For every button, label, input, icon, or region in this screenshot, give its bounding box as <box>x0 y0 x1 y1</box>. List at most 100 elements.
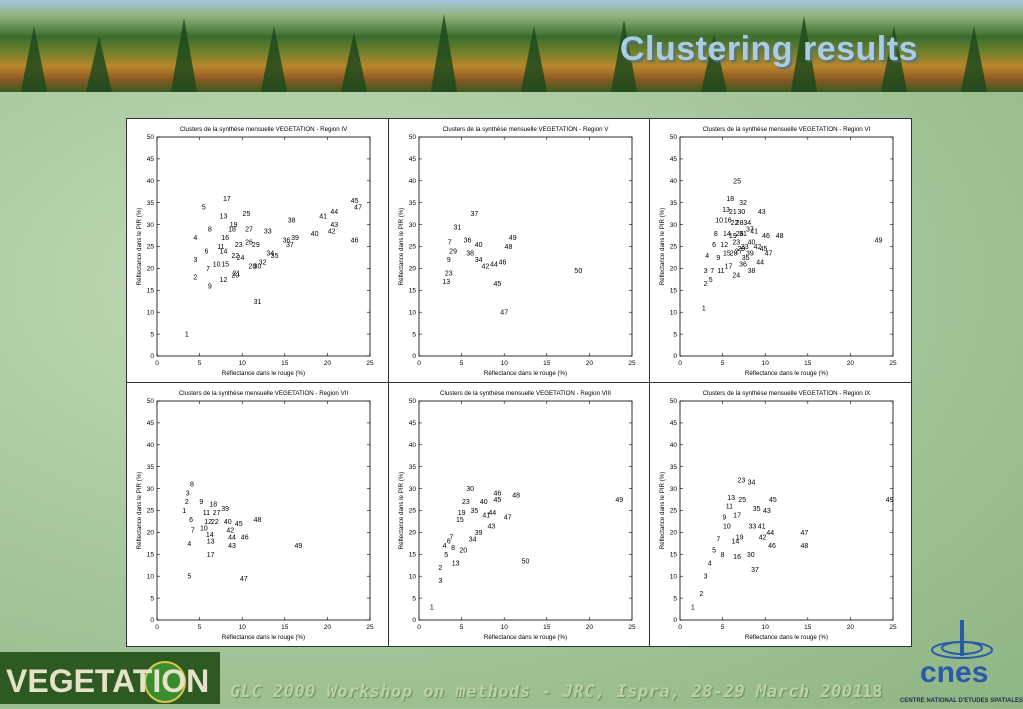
chart-title: Clusters de la synthèse mensuelle VEGETA… <box>443 126 610 133</box>
cluster-point-label: 5 <box>202 205 206 212</box>
cluster-point-label: 44 <box>766 530 774 537</box>
cluster-point-label: 26 <box>736 231 744 238</box>
cluster-point-label: 31 <box>453 224 461 231</box>
cluster-point-label: 23 <box>737 477 745 484</box>
x-axis-label: Réflectance dans le rouge (%) <box>222 634 305 641</box>
cluster-point-label: 33 <box>741 244 749 251</box>
scatter-plot: Clusters de la synthèse mensuelle VEGETA… <box>136 390 374 641</box>
cluster-point-label: 1 <box>691 604 695 611</box>
cluster-point-label: 34 <box>743 220 751 227</box>
cluster-point-label: 49 <box>615 497 623 504</box>
cluster-point-label: 24 <box>237 255 245 262</box>
tree-shape <box>260 26 288 92</box>
cluster-point-label: 1 <box>185 332 189 339</box>
scatter-plot: Clusters de la synthèse mensuelle VEGETA… <box>398 126 636 377</box>
x-axis-label: Réflectance dans le rouge (%) <box>222 370 305 377</box>
cnes-logo: cnes CENTRE NATIONAL D'ETUDES SPATIALES <box>900 618 1023 708</box>
x-tick-label: 5 <box>721 624 725 631</box>
cluster-point-label: 49 <box>886 497 894 504</box>
cluster-point-label: 17 <box>725 264 733 271</box>
cluster-point-label: 8 <box>190 482 194 489</box>
cluster-point-label: 17 <box>223 196 231 203</box>
y-tick-label: 35 <box>409 200 417 207</box>
y-tick-label: 15 <box>147 552 155 559</box>
cluster-point-label: 3 <box>438 578 442 585</box>
cluster-point-label: 9 <box>208 283 212 290</box>
cluster-point-label: 37 <box>751 567 759 574</box>
x-tick-label: 25 <box>628 360 636 367</box>
x-tick-label: 0 <box>155 624 159 631</box>
y-tick-label: 40 <box>670 178 678 185</box>
y-tick-label: 35 <box>670 464 678 471</box>
y-tick-label: 20 <box>670 530 678 537</box>
cluster-point-label: 28 <box>736 220 744 227</box>
cluster-point-label: 32 <box>259 259 267 266</box>
x-tick-label: 5 <box>460 360 464 367</box>
cluster-point-label: 35 <box>470 508 478 515</box>
cluster-point-label: 23 <box>732 240 740 247</box>
cluster-point-label: 22 <box>211 519 219 526</box>
y-tick-label: 0 <box>412 353 416 360</box>
x-tick-label: 20 <box>324 624 332 631</box>
cluster-point-label: 8 <box>451 545 455 552</box>
cluster-point-label: 10 <box>723 523 731 530</box>
cluster-point-label: 25 <box>733 178 741 185</box>
tree-shape <box>610 20 638 92</box>
cluster-point-label: 40 <box>748 240 756 247</box>
cluster-point-label: 48 <box>800 543 808 550</box>
cluster-point-label: 30 <box>466 486 474 493</box>
x-axis-label: Réflectance dans le rouge (%) <box>484 634 567 641</box>
y-tick-label: 40 <box>409 442 417 449</box>
x-tick-label: 15 <box>543 360 551 367</box>
cluster-point-label: 35 <box>271 253 279 260</box>
cluster-point-label: 48 <box>776 233 784 240</box>
cluster-point-label: 42 <box>226 528 234 535</box>
y-tick-label: 0 <box>412 617 416 624</box>
y-tick-label: 45 <box>670 156 678 163</box>
x-tick-label: 25 <box>628 624 636 631</box>
y-tick-label: 50 <box>670 134 678 141</box>
cluster-point-label: 23 <box>235 242 243 249</box>
y-tick-label: 10 <box>147 309 155 316</box>
tree-shape <box>85 36 113 92</box>
cluster-point-label: 10 <box>715 218 723 225</box>
forest-banner <box>0 0 1023 92</box>
cluster-point-label: 13 <box>727 495 735 502</box>
y-tick-label: 30 <box>147 486 155 493</box>
cluster-point-label: 22 <box>731 220 739 227</box>
y-tick-label: 5 <box>150 595 154 602</box>
x-tick-label: 10 <box>239 360 247 367</box>
y-tick-label: 20 <box>409 530 417 537</box>
cluster-point-label: 23 <box>445 270 453 277</box>
scatter-plot: Clusters de la synthèse mensuelle VEGETA… <box>136 126 374 377</box>
cluster-point-label: 29 <box>449 248 457 255</box>
cluster-point-label: 39 <box>475 530 483 537</box>
cluster-point-label: 41 <box>750 229 758 236</box>
cluster-point-label: 24 <box>732 272 740 279</box>
cluster-point-label: 7 <box>716 536 720 543</box>
y-tick-label: 5 <box>673 331 677 338</box>
cluster-point-label: 38 <box>748 268 756 275</box>
x-tick-label: 5 <box>460 624 464 631</box>
chart-region-ix: Clusters de la synthèse mensuelle VEGETA… <box>650 383 910 646</box>
y-tick-label: 15 <box>670 288 678 295</box>
cluster-point-label: 1 <box>702 305 706 312</box>
y-tick-label: 40 <box>147 178 155 185</box>
cluster-point-label: 32 <box>739 200 747 207</box>
chart-title: Clusters de la synthèse mensuelle VEGETA… <box>703 126 871 133</box>
cluster-point-label: 34 <box>748 480 756 487</box>
chart-title: Clusters de la synthèse mensuelle VEGETA… <box>440 390 611 397</box>
cluster-point-label: 11 <box>217 244 224 251</box>
cluster-point-label: 20 <box>730 251 738 258</box>
cluster-point-label: 2 <box>438 565 442 572</box>
cluster-point-label: 44 <box>756 259 764 266</box>
cluster-point-label: 45 <box>760 246 768 253</box>
cluster-point-label: 47 <box>504 515 512 522</box>
x-tick-label: 10 <box>501 624 509 631</box>
y-tick-label: 45 <box>670 420 678 427</box>
cluster-point-label: 5 <box>444 552 448 559</box>
x-tick-label: 15 <box>804 360 812 367</box>
cluster-point-label: 37 <box>746 226 754 233</box>
plot-frame <box>156 136 371 357</box>
x-tick-label: 5 <box>198 624 202 631</box>
